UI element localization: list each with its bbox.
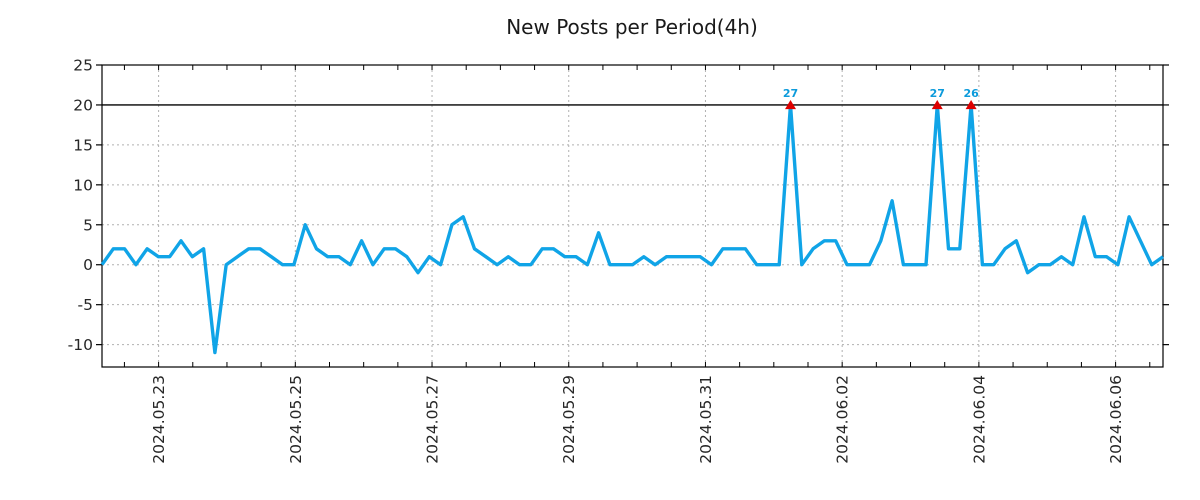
y-tick-label: -5 <box>78 296 93 314</box>
annotation-layer: 27 27 26 <box>783 87 979 110</box>
y-tick-label: 15 <box>73 136 93 154</box>
y-tick-label: -10 <box>68 336 93 354</box>
grid-layer <box>102 65 1163 367</box>
y-tick-label: 10 <box>73 176 93 194</box>
chart-title: New Posts per Period(4h) <box>506 15 758 39</box>
x-tick-label: 2024.06.02 <box>834 375 852 464</box>
x-tick-label: 2024.05.23 <box>150 375 168 464</box>
data-series-line <box>100 103 1164 355</box>
x-tick-label: 2024.05.27 <box>424 375 442 464</box>
x-tick-label: 2024.05.29 <box>560 375 578 464</box>
series-layer <box>100 103 1164 355</box>
x-tick-label: 2024.06.04 <box>970 375 988 464</box>
y-tick-label: 25 <box>73 57 93 75</box>
x-tick-label: 2024.06.06 <box>1107 375 1125 464</box>
peak-marker-icon <box>931 99 943 110</box>
peak-value-label: 26 <box>963 87 979 100</box>
x-tick-label: 2024.05.31 <box>697 375 715 464</box>
x-tick-label: 2024.05.25 <box>287 375 305 464</box>
peak-marker-icon <box>965 99 977 110</box>
peak-value-label: 27 <box>783 87 798 100</box>
peak-marker-icon <box>785 99 797 110</box>
y-tick-label: 0 <box>83 256 93 274</box>
peak-value-label: 27 <box>930 87 945 100</box>
plot-box <box>101 64 1164 368</box>
y-tick-label: 20 <box>73 96 93 114</box>
axis-layer: 2024.05.23 2024.05.25 2024.05.27 2024.05.29… <box>68 57 1169 464</box>
y-tick-label: 5 <box>83 216 93 234</box>
